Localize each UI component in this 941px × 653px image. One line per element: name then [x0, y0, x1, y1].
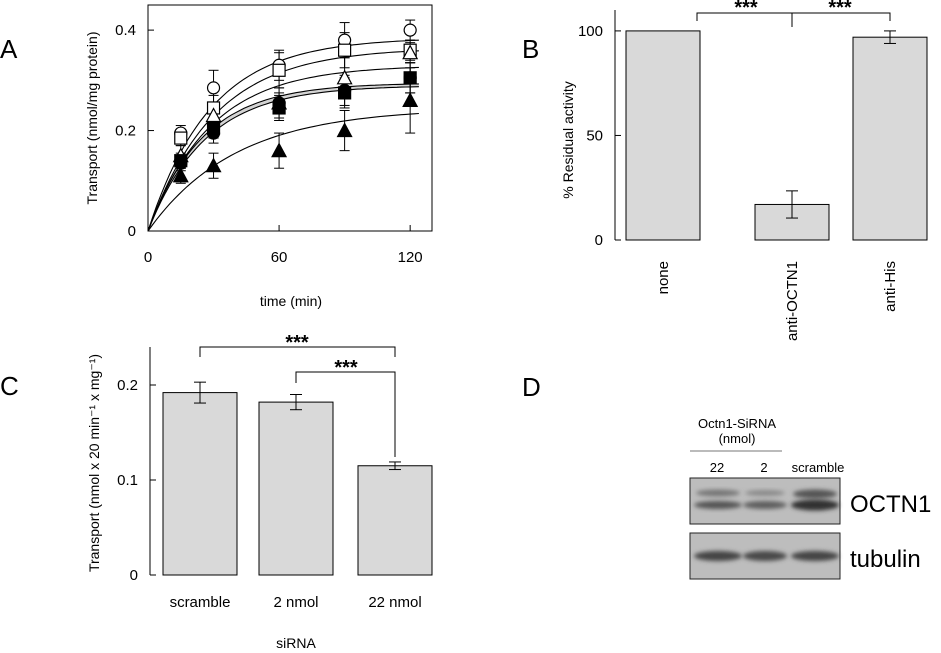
panel-b-bars — [625, 30, 928, 241]
panel-c-ticks: scramble 2 nmol 22 nmol 0 0.1 0.2 — [117, 377, 422, 611]
panel-c-bracket-2 — [295, 371, 396, 457]
panel-c-significance: *** *** — [199, 332, 396, 457]
panel-b-category-label: anti-OCTN1 — [784, 261, 801, 341]
panel-a-point — [174, 154, 188, 168]
panel-a-point — [402, 44, 419, 60]
panel-c-ylabel: Transport (nmol x 20 min⁻¹ x mg⁻¹) — [86, 354, 102, 572]
octn1-blot — [689, 477, 841, 525]
panel-a-ylabel: Transport (nmol/mg protein) — [84, 32, 100, 205]
panel-c-letter: C — [0, 371, 19, 401]
panel-c-bar — [162, 392, 238, 576]
panel-c-category-label: 22 nmol — [368, 594, 421, 611]
panel-a-xtick-label: 0 — [144, 249, 152, 266]
panel-d-lane-3: scramble — [792, 460, 845, 475]
panel-a-point — [338, 43, 352, 57]
panel-c-ytick-label: 0.1 — [117, 472, 138, 489]
panel-b-ylabel: % Residual activity — [560, 81, 576, 199]
panel-a-point — [206, 81, 221, 95]
panel-c: C scramble 2 nmol 22 nmol 0 0.1 0.2 Transport… — [0, 332, 433, 651]
octn1-band-upper-2 — [745, 490, 785, 496]
panel-a-point — [403, 23, 417, 37]
panel-a-point — [205, 157, 222, 173]
panel-c-bars — [162, 381, 433, 576]
octn1-band-1 — [694, 501, 742, 509]
panel-b-letter: B — [522, 34, 539, 64]
octn1-band-2 — [743, 501, 787, 509]
panel-b-ytick-label: 0 — [595, 232, 603, 249]
panel-c-category-label: scramble — [170, 594, 231, 611]
panel-a-point — [206, 121, 221, 135]
panel-b-sig-2: *** — [828, 0, 852, 19]
panel-a-ytick-label: 0.4 — [115, 22, 136, 39]
panel-a-xtick-label: 60 — [271, 249, 288, 266]
panel-a-fit-curve — [147, 50, 419, 232]
panel-a-point — [402, 92, 419, 108]
panel-b-bar — [852, 36, 928, 241]
panel-c-sig-1: *** — [285, 332, 309, 354]
panel-a: A 0 60 120 0 0.2 0.4 Transport (nmol/mg prote… — [0, 4, 433, 309]
octn1-band-upper-3 — [793, 489, 837, 499]
panel-b-sig-1: *** — [734, 0, 758, 19]
panel-c-ytick-label: 0 — [130, 567, 138, 584]
panel-b-bracket-2 — [791, 12, 891, 27]
panel-b-category-label: anti-His — [882, 261, 899, 312]
panel-a-frame — [147, 4, 433, 232]
panel-d-lane-1: 22 — [710, 460, 724, 475]
panel-c-bar — [357, 465, 433, 576]
panel-a-ticks: 0 60 120 0 0.2 0.4 — [115, 22, 423, 266]
panel-c-xlabel: siRNA — [276, 635, 316, 651]
panel-d-header: Octn1-SiRNA — [698, 416, 776, 431]
panel-d-lane-2: 2 — [760, 460, 767, 475]
panel-a-xtick-label: 120 — [398, 249, 423, 266]
panel-a-fit-curve — [147, 66, 419, 232]
panel-b-significance: *** *** — [696, 0, 891, 27]
panel-b-bar — [625, 30, 701, 241]
octn1-band-upper-1 — [696, 489, 740, 497]
panel-c-bracket-1 — [199, 346, 396, 357]
panel-b-ytick-label: 50 — [586, 127, 603, 144]
tubulin-blot — [689, 532, 841, 580]
panel-a-point — [271, 142, 288, 158]
panel-a-xlabel: time (min) — [260, 293, 322, 309]
panel-a-fit-curve — [147, 112, 419, 232]
tubulin-label: tubulin — [850, 546, 921, 573]
panel-a-letter: A — [0, 34, 18, 64]
panel-a-point — [172, 167, 189, 183]
panel-d-letter: D — [522, 372, 541, 402]
panel-a-fit-curve — [147, 39, 419, 232]
panel-a-data-points — [172, 23, 419, 183]
octn1-band-3 — [791, 499, 839, 511]
panel-c-bar — [258, 401, 334, 576]
panel-d-unit: (nmol) — [719, 431, 756, 446]
panel-a-ytick-label: 0 — [128, 223, 136, 240]
panel-b-ytick-label: 100 — [578, 23, 603, 40]
panel-a-point — [403, 71, 417, 85]
panel-a-ytick-label: 0.2 — [115, 123, 136, 140]
octn1-label: OCTN1 — [850, 491, 931, 518]
panel-c-category-label: 2 nmol — [273, 594, 318, 611]
tubulin-band-1 — [694, 551, 742, 561]
panel-c-ytick-label: 0.2 — [117, 377, 138, 394]
tubulin-band-3 — [791, 551, 839, 561]
panel-b-category-label: none — [655, 261, 672, 294]
panel-a-point — [336, 122, 353, 138]
panel-a-point — [174, 131, 188, 145]
panel-a-point — [338, 86, 352, 100]
panel-a-point — [272, 63, 286, 77]
panel-a-point — [272, 101, 286, 115]
panel-b-ticks: none anti-OCTN1 anti-His 0 50 100 — [578, 23, 899, 341]
panel-c-sig-2: *** — [334, 357, 358, 379]
panel-d: D Octn1-SiRNA (nmol) 22 2 scramble OCTN1… — [522, 372, 931, 580]
panel-b: B none anti-OCTN1 anti-His 0 50 100 % Residua… — [522, 0, 928, 341]
tubulin-band-2 — [743, 551, 787, 561]
